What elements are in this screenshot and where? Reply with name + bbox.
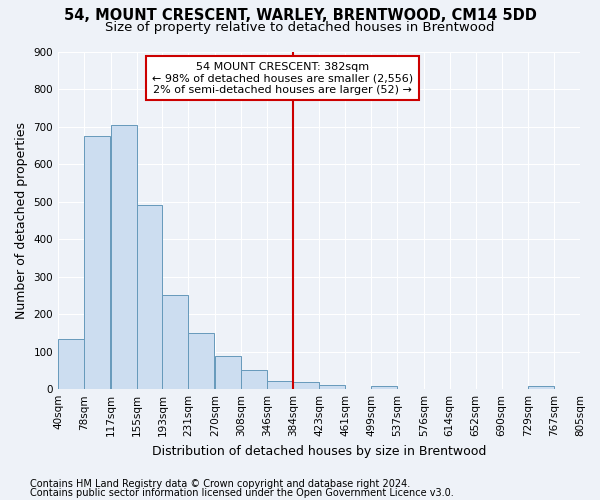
Bar [215, 356, 241, 389]
Text: 54 MOUNT CRESCENT: 382sqm
← 98% of detached houses are smaller (2,556)
2% of sem: 54 MOUNT CRESCENT: 382sqm ← 98% of detac… [152, 62, 413, 95]
Bar [137, 206, 163, 389]
X-axis label: Distribution of detached houses by size in Brentwood: Distribution of detached houses by size … [152, 444, 486, 458]
Bar [58, 338, 84, 389]
Y-axis label: Number of detached properties: Number of detached properties [15, 122, 28, 319]
Bar [84, 136, 110, 389]
Text: Contains public sector information licensed under the Open Government Licence v3: Contains public sector information licen… [30, 488, 454, 498]
Text: Contains HM Land Registry data © Crown copyright and database right 2024.: Contains HM Land Registry data © Crown c… [30, 479, 410, 489]
Bar [241, 370, 267, 389]
Bar [188, 333, 214, 389]
Bar [528, 386, 554, 389]
Bar [293, 382, 319, 389]
Bar [163, 296, 188, 389]
Bar [267, 381, 293, 389]
Text: Size of property relative to detached houses in Brentwood: Size of property relative to detached ho… [105, 21, 495, 34]
Bar [319, 386, 345, 389]
Text: 54, MOUNT CRESCENT, WARLEY, BRENTWOOD, CM14 5DD: 54, MOUNT CRESCENT, WARLEY, BRENTWOOD, C… [64, 8, 536, 22]
Bar [371, 386, 397, 389]
Bar [110, 124, 137, 389]
